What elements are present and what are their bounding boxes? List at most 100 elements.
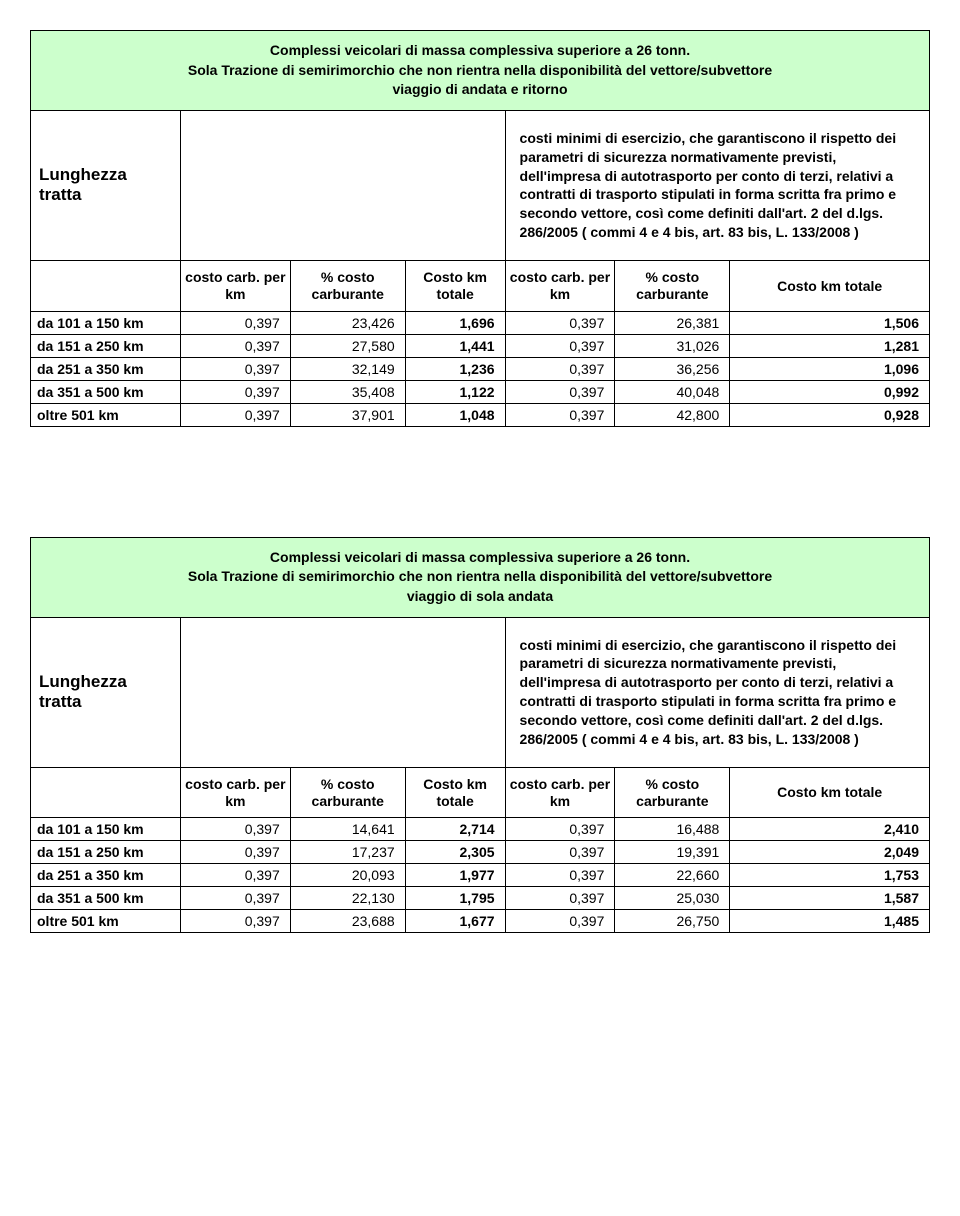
table-row: oltre 501 km0,39723,6881,6770,39726,7501… (31, 910, 930, 933)
data-cell: 2,410 (730, 818, 930, 841)
data-cell: 0,397 (505, 864, 615, 887)
data-cell: 1,441 (405, 334, 505, 357)
data-cell: 0,397 (505, 841, 615, 864)
data-cell: 2,305 (405, 841, 505, 864)
table-row: da 251 a 350 km0,39732,1491,2360,39736,2… (31, 357, 930, 380)
data-cell: 0,397 (180, 864, 290, 887)
row-range-label: da 251 a 350 km (31, 864, 181, 887)
data-cell: 0,397 (180, 841, 290, 864)
title-line3: viaggio di andata e ritorno (392, 81, 567, 97)
row-label: Lunghezza tratta (31, 110, 181, 260)
data-cell: 0,397 (505, 334, 615, 357)
col-header: Costo km totale (730, 261, 930, 312)
data-cell: 42,800 (615, 403, 730, 426)
col-header: costo carb. per km (505, 767, 615, 818)
data-cell: 1,587 (730, 887, 930, 910)
data-cell: 0,397 (180, 887, 290, 910)
data-cell: 14,641 (290, 818, 405, 841)
data-cell: 0,397 (180, 910, 290, 933)
table-row: da 351 a 500 km0,39722,1301,7950,39725,0… (31, 887, 930, 910)
title-line3: viaggio di sola andata (407, 588, 553, 604)
data-cell: 1,677 (405, 910, 505, 933)
table-row: da 101 a 150 km0,39714,6412,7140,39716,4… (31, 818, 930, 841)
data-cell: 27,580 (290, 334, 405, 357)
blank-header (31, 767, 181, 818)
data-cell: 0,397 (505, 357, 615, 380)
data-cell: 0,397 (505, 380, 615, 403)
data-cell: 0,397 (180, 818, 290, 841)
table-row: da 101 a 150 km0,39723,4261,6960,39726,3… (31, 311, 930, 334)
col-header: costo carb. per km (180, 767, 290, 818)
data-cell: 2,049 (730, 841, 930, 864)
data-cell: 1,485 (730, 910, 930, 933)
col-header: Costo km totale (730, 767, 930, 818)
data-cell: 0,397 (505, 403, 615, 426)
col-header: costo carb. per km (180, 261, 290, 312)
row-label: Lunghezza tratta (31, 617, 181, 767)
data-cell: 1,122 (405, 380, 505, 403)
data-cell: 1,281 (730, 334, 930, 357)
data-cell: 1,506 (730, 311, 930, 334)
blank-header (31, 261, 181, 312)
data-cell: 20,093 (290, 864, 405, 887)
data-cell: 40,048 (615, 380, 730, 403)
title-line1: Complessi veicolari di massa complessiva… (270, 549, 690, 565)
data-cell: 22,660 (615, 864, 730, 887)
data-cell: 1,696 (405, 311, 505, 334)
row-range-label: oltre 501 km (31, 403, 181, 426)
col-header: % costo carburante (290, 767, 405, 818)
data-cell: 17,237 (290, 841, 405, 864)
col-header: % costo carburante (615, 261, 730, 312)
row-range-label: da 151 a 250 km (31, 334, 181, 357)
table-row: da 351 a 500 km0,39735,4081,1220,39740,0… (31, 380, 930, 403)
cost-table-1: Complessi veicolari di massa complessiva… (30, 537, 930, 934)
table-row: da 151 a 250 km0,39727,5801,4410,39731,0… (31, 334, 930, 357)
data-cell: 0,397 (505, 818, 615, 841)
data-cell: 32,149 (290, 357, 405, 380)
data-cell: 23,426 (290, 311, 405, 334)
title-line1: Complessi veicolari di massa complessiva… (270, 42, 690, 58)
data-cell: 37,901 (290, 403, 405, 426)
data-cell: 16,488 (615, 818, 730, 841)
table-title: Complessi veicolari di massa complessiva… (31, 31, 930, 111)
data-cell: 31,026 (615, 334, 730, 357)
data-cell: 0,397 (180, 357, 290, 380)
data-cell: 0,397 (505, 910, 615, 933)
empty-cell (180, 110, 505, 260)
table-row: da 151 a 250 km0,39717,2372,3050,39719,3… (31, 841, 930, 864)
row-range-label: oltre 501 km (31, 910, 181, 933)
data-cell: 0,397 (180, 311, 290, 334)
row-range-label: da 251 a 350 km (31, 357, 181, 380)
row-range-label: da 101 a 150 km (31, 818, 181, 841)
col-header: Costo km totale (405, 767, 505, 818)
row-range-label: da 351 a 500 km (31, 380, 181, 403)
col-header: % costo carburante (290, 261, 405, 312)
data-cell: 0,397 (505, 887, 615, 910)
data-cell: 1,753 (730, 864, 930, 887)
table-title: Complessi veicolari di massa complessiva… (31, 537, 930, 617)
data-cell: 1,096 (730, 357, 930, 380)
data-cell: 1,977 (405, 864, 505, 887)
data-cell: 0,992 (730, 380, 930, 403)
data-cell: 1,795 (405, 887, 505, 910)
col-header: % costo carburante (615, 767, 730, 818)
title-line2: Sola Trazione di semirimorchio che non r… (188, 62, 772, 78)
data-cell: 26,381 (615, 311, 730, 334)
title-line2: Sola Trazione di semirimorchio che non r… (188, 568, 772, 584)
col-header: Costo km totale (405, 261, 505, 312)
table-row: da 251 a 350 km0,39720,0931,9770,39722,6… (31, 864, 930, 887)
row-range-label: da 151 a 250 km (31, 841, 181, 864)
data-cell: 0,928 (730, 403, 930, 426)
data-cell: 23,688 (290, 910, 405, 933)
data-cell: 0,397 (180, 334, 290, 357)
data-cell: 26,750 (615, 910, 730, 933)
data-cell: 22,130 (290, 887, 405, 910)
data-cell: 19,391 (615, 841, 730, 864)
empty-cell (180, 617, 505, 767)
row-range-label: da 101 a 150 km (31, 311, 181, 334)
data-cell: 2,714 (405, 818, 505, 841)
cost-table-0: Complessi veicolari di massa complessiva… (30, 30, 930, 427)
data-cell: 1,236 (405, 357, 505, 380)
col-header: costo carb. per km (505, 261, 615, 312)
description-cell: costi minimi di esercizio, che garantisc… (505, 617, 929, 767)
